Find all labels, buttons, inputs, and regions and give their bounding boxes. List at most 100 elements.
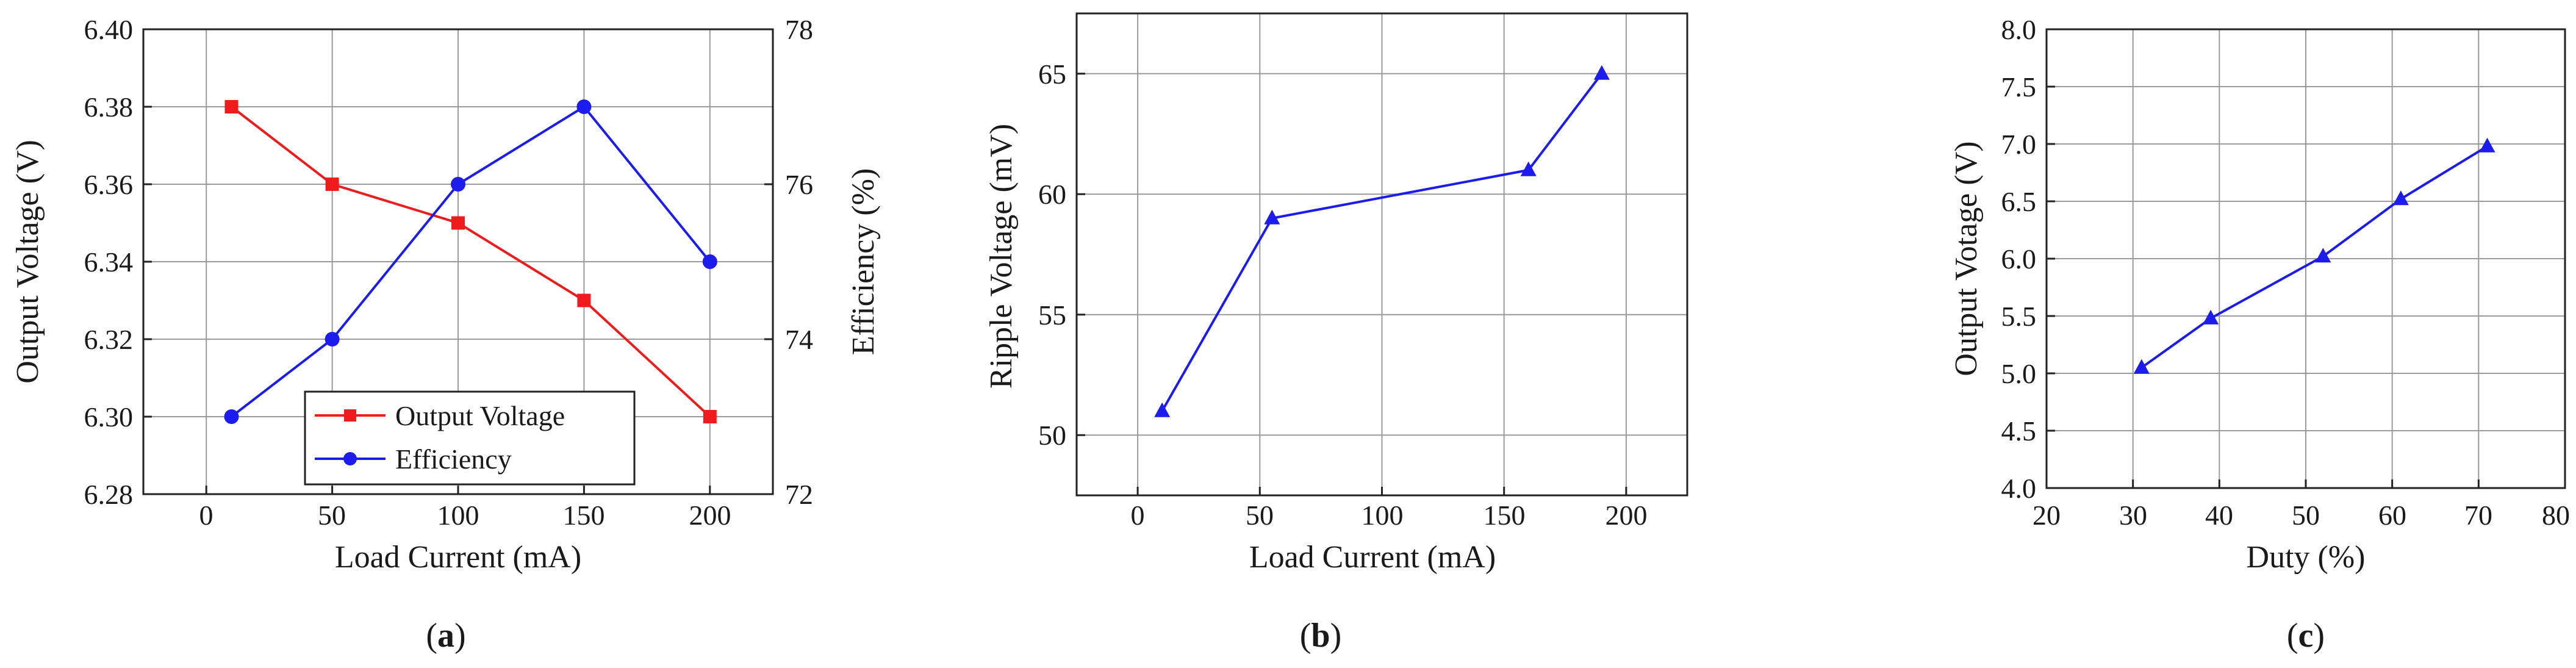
panel-c-x-axis-title: Duty (%) xyxy=(2247,540,2366,575)
x-tick-label: 50 xyxy=(1246,500,1274,531)
x-tick-label: 0 xyxy=(199,500,213,531)
panel-label-close-paren: ) xyxy=(1330,617,1342,655)
panel-b-x-axis-title: Load Current (mA) xyxy=(1249,540,1496,575)
panel-b-label: (b) xyxy=(1300,617,1341,655)
legend-square-marker xyxy=(344,409,356,422)
y-tick-label: 8.0 xyxy=(2001,14,2037,45)
duty-output-voltage-point xyxy=(2203,309,2219,325)
panel-a-series xyxy=(224,99,717,424)
panel-label-close-paren: ) xyxy=(2313,617,2325,655)
y-tick-label: 6.34 xyxy=(84,246,134,278)
panel-label-letter: b xyxy=(1311,617,1330,655)
y-tick-label: 6.38 xyxy=(84,92,134,123)
y-tick-label: 6.32 xyxy=(84,324,134,355)
ripple-voltage-line xyxy=(1161,73,1603,412)
x-tick-label: 20 xyxy=(2032,500,2061,531)
y-tick-label: 5.5 xyxy=(2001,301,2037,332)
duty-output-voltage-point xyxy=(2392,190,2409,206)
panel-b-tick-marks xyxy=(1077,73,1627,495)
output-voltage-point xyxy=(703,410,717,423)
ripple-voltage-point xyxy=(1264,209,1280,224)
x-tick-label: 100 xyxy=(1362,500,1404,531)
ripple-voltage-point xyxy=(1520,161,1537,176)
output-voltage-point xyxy=(577,293,591,307)
panel-a-x-axis-title: Load Current (mA) xyxy=(335,540,581,575)
panel-a: 0 50 100 150 200 6.28 6.30 6.32 6.34 6.3… xyxy=(10,14,881,655)
panel-c-y-tick-labels: 4.0 4.5 5.0 5.5 6.0 6.5 7.0 7.5 8.0 xyxy=(2001,14,2037,504)
right-y-tick-label: 78 xyxy=(785,14,813,45)
ripple-voltage-point xyxy=(1154,402,1171,417)
panel-a-right-y-tick-labels: 72 74 76 78 xyxy=(785,14,813,510)
y-tick-label: 65 xyxy=(1038,59,1066,90)
y-tick-label: 6.30 xyxy=(84,401,134,433)
panel-b: 0 50 100 150 200 50 55 60 65 Load Curren… xyxy=(984,12,1688,655)
legend-label-output-voltage: Output Voltage xyxy=(395,400,565,431)
panel-b-x-tick-labels: 0 50 100 150 200 xyxy=(1131,500,1648,531)
panel-label-open-paren: ( xyxy=(426,617,437,655)
x-tick-label: 150 xyxy=(563,500,605,531)
panel-b-grid xyxy=(1077,13,1687,495)
x-tick-label: 70 xyxy=(2464,500,2492,531)
y-tick-label: 60 xyxy=(1038,179,1066,210)
panel-c-series xyxy=(2133,137,2495,374)
y-tick-label: 6.5 xyxy=(2001,186,2037,217)
efficiency-point xyxy=(325,332,340,347)
panel-a-x-tick-labels: 0 50 100 150 200 xyxy=(199,500,731,531)
x-tick-label: 150 xyxy=(1484,500,1526,531)
panel-a-left-y-tick-labels: 6.28 6.30 6.32 6.34 6.36 6.38 6.40 xyxy=(84,14,134,510)
x-tick-label: 30 xyxy=(2119,500,2147,531)
duty-output-voltage-line xyxy=(2140,145,2488,369)
output-voltage-point xyxy=(451,216,465,230)
right-y-tick-label: 72 xyxy=(785,479,813,510)
duty-output-voltage-point xyxy=(2479,137,2495,153)
legend-circle-marker xyxy=(343,452,357,465)
x-tick-label: 50 xyxy=(2292,500,2320,531)
y-tick-label: 6.40 xyxy=(84,14,134,45)
panel-label-open-paren: ( xyxy=(2287,617,2298,655)
y-tick-label: 5.0 xyxy=(2001,358,2037,389)
y-tick-label: 6.0 xyxy=(2001,243,2037,275)
right-y-tick-label: 76 xyxy=(785,169,813,200)
x-tick-label: 80 xyxy=(2542,500,2570,531)
x-tick-label: 100 xyxy=(437,500,479,531)
panel-a-right-y-axis-title: Efficiency (%) xyxy=(846,168,881,356)
output-voltage-point xyxy=(325,178,339,191)
efficiency-point xyxy=(451,177,465,192)
x-tick-label: 200 xyxy=(1606,500,1648,531)
duty-output-voltage-point xyxy=(2315,248,2331,263)
panel-label-letter: c xyxy=(2298,617,2314,655)
panel-c: 20 30 40 50 60 70 80 4.0 4.5 5.0 5.5 6.0… xyxy=(1949,14,2570,655)
y-tick-label: 6.28 xyxy=(84,479,134,510)
duty-output-voltage-point xyxy=(2133,359,2150,374)
y-tick-label: 50 xyxy=(1038,420,1066,451)
legend-box xyxy=(304,390,636,486)
panel-label-open-paren: ( xyxy=(1300,617,1311,655)
x-tick-label: 0 xyxy=(1131,500,1145,531)
efficiency-point xyxy=(576,99,592,114)
x-tick-label: 60 xyxy=(2378,500,2406,531)
panel-b-y-tick-labels: 50 55 60 65 xyxy=(1038,59,1066,451)
output-voltage-point xyxy=(224,100,239,113)
panel-c-x-tick-labels: 20 30 40 50 60 70 80 xyxy=(2032,500,2570,531)
x-tick-label: 200 xyxy=(689,500,731,531)
efficiency-point xyxy=(224,409,239,424)
panel-a-tick-marks xyxy=(143,28,773,495)
y-tick-label: 6.36 xyxy=(84,169,134,200)
panel-c-grid xyxy=(2047,29,2565,488)
y-tick-label: 7.5 xyxy=(2001,71,2037,102)
y-tick-label: 7.0 xyxy=(2001,129,2037,160)
y-tick-label: 4.5 xyxy=(2001,415,2037,447)
panel-label-close-paren: ) xyxy=(454,617,466,655)
panel-c-tick-marks xyxy=(2045,28,2566,489)
y-tick-label: 4.0 xyxy=(2001,473,2037,504)
panel-a-legend: Output Voltage Efficiency xyxy=(304,390,636,486)
panel-label-letter: a xyxy=(437,617,454,655)
y-tick-label: 55 xyxy=(1038,300,1066,331)
panel-c-label: (c) xyxy=(2287,617,2325,655)
x-tick-label: 50 xyxy=(318,500,346,531)
panel-b-series xyxy=(1154,65,1610,417)
panel-b-y-axis-title: Ripple Voltage (mV) xyxy=(984,124,1019,389)
x-tick-label: 40 xyxy=(2205,500,2233,531)
ripple-voltage-point xyxy=(1593,65,1610,80)
